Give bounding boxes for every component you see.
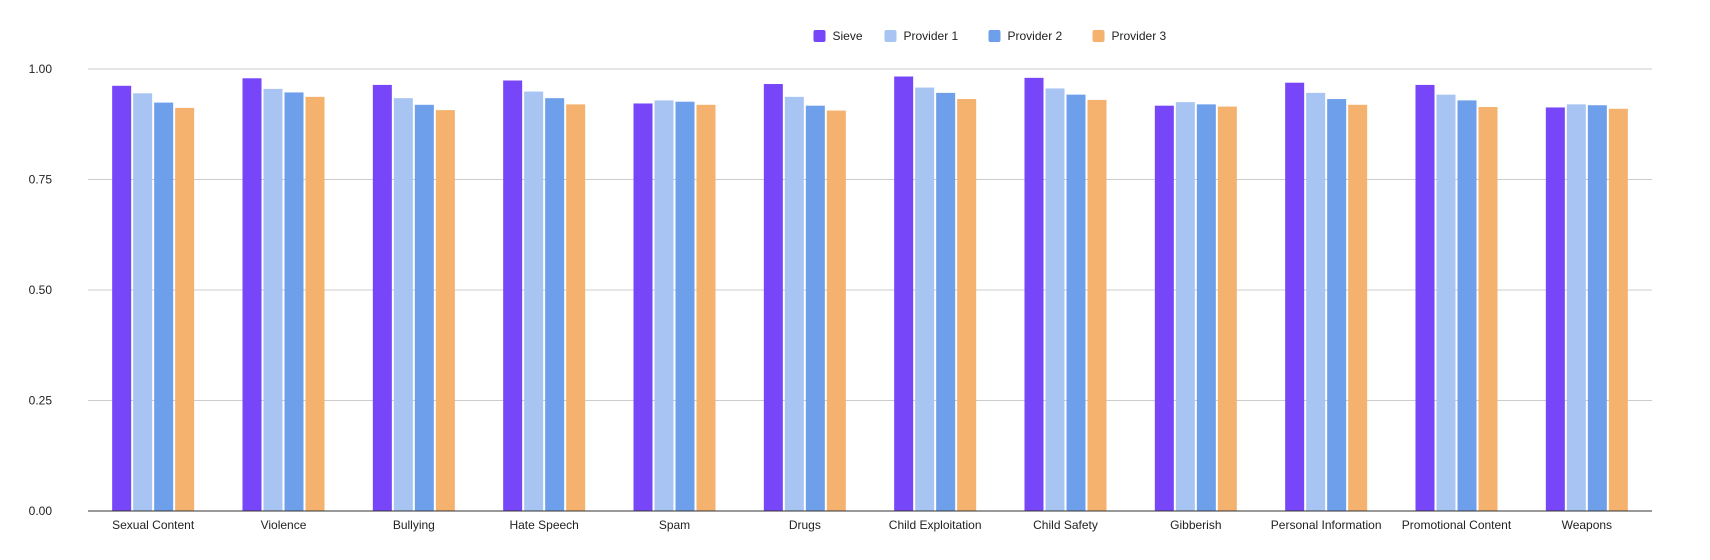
bar-provider-3: [1217, 106, 1237, 511]
y-tick-label: 0.75: [29, 173, 53, 187]
bar-provider-1: [654, 100, 674, 511]
x-tick-label: Promotional Content: [1402, 518, 1512, 532]
legend-swatch: [884, 30, 897, 42]
bar-provider-2: [1196, 104, 1216, 512]
x-tick-label: Personal Information: [1271, 518, 1382, 532]
x-axis: Sexual Content Violence Bullying Hate Speec…: [88, 510, 1652, 532]
bar-provider-1: [1045, 88, 1065, 511]
bar-provider-1: [133, 93, 153, 511]
bars: [112, 76, 1628, 512]
bar-provider-1: [524, 91, 544, 512]
bar-sieve: [1545, 107, 1565, 511]
y-tick-label: 0.25: [29, 394, 53, 408]
bar-provider-2: [1327, 99, 1347, 511]
bar-sieve: [112, 85, 132, 512]
legend-label: Sieve: [833, 29, 863, 43]
y-tick-label: 0.00: [29, 504, 53, 518]
bar-provider-3: [826, 110, 846, 511]
legend-swatch: [1092, 30, 1105, 42]
x-tick-label: Gibberish: [1170, 518, 1221, 532]
x-tick-label: Child Exploitation: [889, 518, 982, 532]
bar-provider-2: [414, 104, 434, 511]
bar-sieve: [1024, 77, 1044, 511]
y-tick-label: 0.50: [29, 283, 53, 297]
bar-provider-1: [393, 98, 413, 511]
y-axis: 0.00 0.25 0.50 0.75 1.00: [29, 62, 53, 518]
bar-provider-3: [435, 110, 455, 511]
legend-label: Provider 2: [1008, 29, 1063, 43]
bar-provider-2: [1457, 100, 1477, 511]
bar-provider-2: [936, 92, 956, 512]
bar-provider-3: [1087, 99, 1107, 511]
legend-item: Provider 2: [988, 29, 1063, 43]
y-tick-label: 1.00: [29, 62, 53, 76]
x-tick-label: Weapons: [1562, 518, 1612, 532]
bar-provider-2: [1066, 94, 1086, 512]
x-tick-label: Spam: [659, 518, 690, 532]
bar-provider-2: [675, 101, 695, 511]
x-tick-label: Sexual Content: [112, 518, 195, 532]
x-tick-label: Violence: [261, 518, 307, 532]
bar-sieve: [763, 84, 783, 511]
bar-provider-2: [284, 92, 304, 512]
bar-provider-3: [1478, 107, 1498, 512]
bar-provider-3: [305, 96, 325, 511]
bar-provider-2: [154, 102, 174, 511]
legend-item: Provider 3: [1092, 29, 1167, 43]
bar-provider-1: [915, 87, 935, 512]
legend-swatch: [988, 30, 1001, 42]
bar-provider-2: [545, 98, 565, 511]
bar-provider-1: [1175, 102, 1195, 512]
legend: Sieve Provider 1 Provider 2 Provider 3: [813, 29, 1167, 43]
bar-provider-3: [957, 99, 977, 511]
bar-sieve: [1415, 84, 1435, 512]
bar-sieve: [242, 78, 262, 512]
bar-sieve: [503, 80, 523, 511]
gridlines: [88, 68, 1652, 401]
bar-provider-2: [1587, 105, 1607, 511]
bar-provider-1: [263, 88, 283, 511]
x-tick-label: Hate Speech: [509, 518, 578, 532]
bar-provider-3: [175, 107, 195, 511]
x-tick-label: Bullying: [393, 518, 435, 532]
x-tick-label: Drugs: [789, 518, 821, 532]
bar-provider-3: [566, 104, 586, 512]
bar-provider-1: [1566, 104, 1586, 512]
x-tick-label: Child Safety: [1033, 518, 1098, 532]
legend-item: Provider 1: [884, 29, 959, 43]
bar-provider-3: [1348, 104, 1368, 511]
bar-provider-2: [805, 105, 825, 511]
bar-sieve: [1154, 105, 1174, 511]
bar-provider-1: [1436, 94, 1456, 512]
bar-sieve: [372, 84, 392, 512]
bar-provider-1: [784, 96, 804, 511]
bar-sieve: [633, 103, 653, 511]
legend-swatch: [813, 30, 826, 42]
bar-sieve: [894, 76, 914, 511]
bar-provider-3: [696, 104, 716, 511]
bar-provider-3: [1608, 108, 1628, 511]
legend-label: Provider 1: [904, 29, 959, 43]
legend-item: Sieve: [813, 29, 863, 43]
legend-label: Provider 3: [1112, 29, 1167, 43]
bar-sieve: [1285, 82, 1305, 512]
bar-provider-1: [1306, 92, 1326, 512]
